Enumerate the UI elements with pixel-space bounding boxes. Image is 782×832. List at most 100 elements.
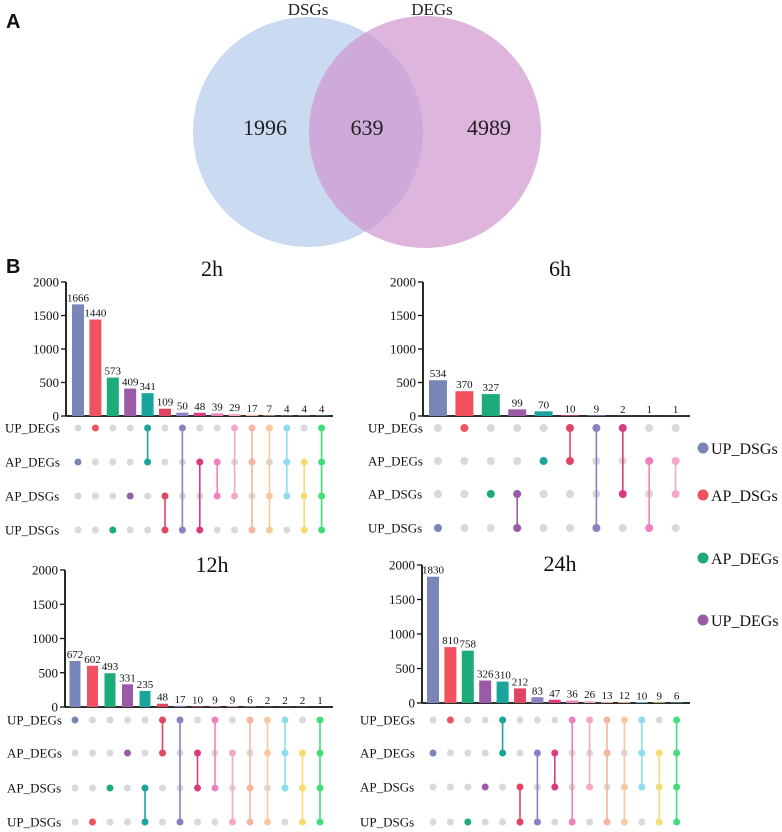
bar (508, 409, 527, 416)
matrix-dot (671, 524, 680, 532)
bar-value-label: 2 (620, 404, 626, 416)
matrix-dot-active (246, 818, 254, 826)
matrix-dot (429, 783, 437, 791)
matrix-dot (281, 818, 289, 826)
matrix-dot (513, 457, 522, 465)
matrix-dot (499, 818, 507, 826)
y-tick-label: 500 (39, 665, 59, 680)
bar-value-label: 341 (139, 381, 156, 393)
matrix-dot (71, 784, 79, 792)
matrix-dot-active (551, 783, 559, 791)
matrix-dot-active (176, 716, 184, 724)
matrix-dot (533, 716, 541, 724)
matrix-dot (124, 784, 131, 792)
set-label: AP_DEGs (7, 746, 62, 761)
matrix-dot-active (429, 749, 437, 757)
matrix-dot-active (300, 526, 308, 534)
matrix-dot (464, 749, 472, 757)
legend: UP_DSGs AP_DSGs AP_DEGs UP_DEGs (697, 441, 779, 630)
matrix-dot-active (638, 749, 646, 757)
panel-label-b: B (6, 256, 20, 278)
set-label: AP_DSGs (360, 780, 414, 795)
matrix-dot-active (299, 749, 306, 757)
matrix-dot-active (566, 424, 574, 432)
matrix-dot (109, 492, 117, 500)
bar-value-label: 10 (565, 403, 577, 415)
chart-title: 12h (196, 552, 229, 577)
matrix-dot-active (516, 818, 524, 826)
bar (583, 701, 596, 703)
bar-value-label: 1830 (422, 565, 445, 577)
bar-value-label: 409 (122, 377, 139, 389)
bar-value-label: 327 (483, 382, 500, 394)
y-tick-label: 0 (409, 696, 416, 711)
y-tick-label: 1500 (389, 592, 415, 607)
legend-label-ap-degs: AP_DEGs (711, 551, 779, 568)
matrix-dot-active (265, 526, 273, 534)
matrix-dot-active (144, 424, 152, 432)
matrix-dot-active (281, 749, 289, 757)
bar-value-label: 1 (646, 404, 652, 416)
set-label: UP_DSGs (360, 815, 414, 830)
matrix-dot (124, 716, 131, 724)
bar (479, 680, 492, 703)
matrix-dot (74, 492, 82, 500)
matrix-dot-active (618, 424, 627, 432)
matrix-dot (161, 458, 169, 466)
matrix-dot-active (178, 424, 186, 432)
bar (566, 700, 579, 703)
bar-value-label: 2 (265, 695, 271, 707)
matrix-dot-active (568, 818, 576, 826)
matrix-dot-active (194, 784, 201, 792)
matrix-dot (106, 749, 114, 757)
bar-value-label: 39 (212, 401, 224, 413)
matrix-dot-active (89, 818, 96, 826)
set-label: AP_DEGs (360, 746, 415, 761)
bar (427, 576, 439, 703)
matrix-dot-active (264, 818, 271, 826)
matrix-dot-active (283, 492, 291, 500)
matrix-dot (446, 783, 454, 791)
set-label: UP_DEGs (5, 421, 60, 436)
bar-value-label: 6 (674, 691, 680, 703)
bar-value-label: 4 (301, 404, 307, 416)
matrix-dot-active (460, 424, 469, 432)
matrix-dot (434, 490, 442, 498)
matrix-dot-active (144, 458, 152, 466)
matrix-dot-active (74, 458, 82, 466)
bar-value-label: 36 (567, 689, 579, 701)
matrix-dot (89, 784, 96, 792)
matrix-dot-active (281, 716, 289, 724)
matrix-dot-active (539, 457, 548, 465)
y-tick-label: 2000 (32, 563, 58, 578)
set-label: AP_DSGs (7, 781, 61, 796)
matrix-dot-active (316, 749, 324, 757)
y-tick-label: 0 (410, 409, 417, 424)
bar (227, 706, 238, 707)
matrix-dot-active (592, 524, 601, 532)
bar-value-label: 9 (594, 403, 600, 415)
bar (635, 702, 648, 703)
matrix-dot-active (618, 490, 627, 498)
matrix-dot (645, 424, 654, 432)
bar-value-label: 4 (319, 404, 325, 416)
bar (548, 699, 561, 703)
matrix-dot (283, 526, 291, 534)
matrix-dot (71, 818, 79, 826)
matrix-dot (126, 526, 134, 534)
bar (209, 706, 221, 707)
matrix-dot-active (264, 716, 271, 724)
bar (496, 681, 509, 703)
bar-value-label: 13 (602, 690, 614, 702)
matrix-dot-active (300, 458, 308, 466)
matrix-dot-active (248, 424, 256, 432)
bar-value-label: 326 (477, 669, 494, 681)
bar (124, 388, 137, 416)
bar-value-label: 810 (442, 635, 459, 647)
panel-label-a: A (6, 11, 20, 33)
matrix-dot-active (159, 716, 166, 724)
bar (618, 702, 631, 703)
matrix-dot (89, 716, 96, 724)
bar (246, 414, 258, 416)
bar-value-label: 1 (317, 695, 323, 707)
